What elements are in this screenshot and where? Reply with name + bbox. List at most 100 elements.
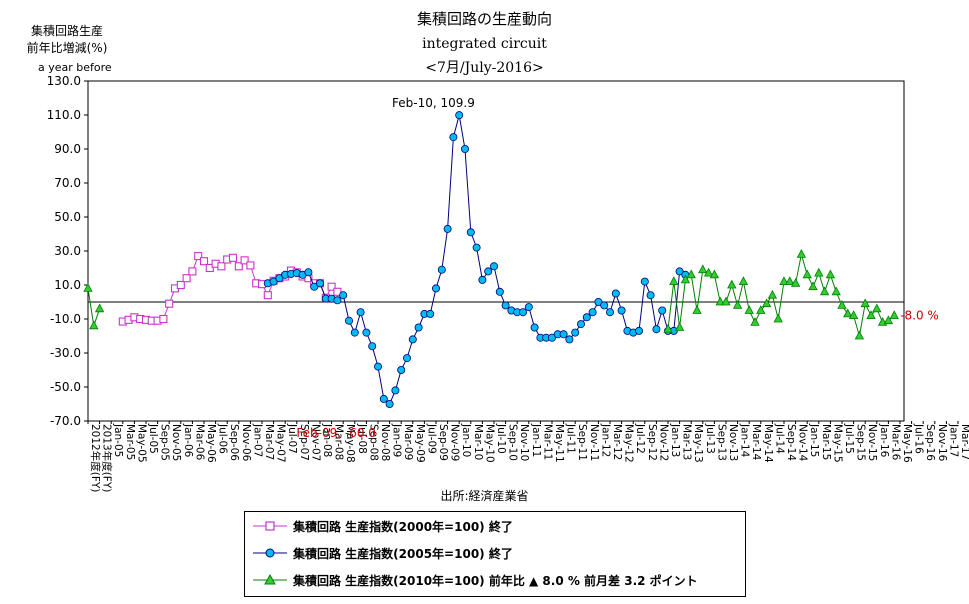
legend-item-2005: 集積回路 生産指数(2005年=100) 終了 [253, 543, 513, 563]
x-tick-label: Nov-15 [866, 424, 878, 461]
x-tick-label: Nov-05 [170, 424, 182, 461]
legend-marker-triangle [253, 573, 287, 585]
data-point-circle [489, 262, 498, 271]
x-tick-label: May-08 [344, 424, 356, 463]
y-tick-label: -50.0 [50, 380, 81, 394]
y-tick-label: 50.0 [54, 210, 81, 224]
chart-title: 集積回路の生産動向 [416, 10, 552, 28]
x-tick-label: May-14 [762, 424, 774, 463]
data-point-circle [484, 267, 493, 276]
data-point-triangle [843, 308, 853, 318]
x-tick-label: Jul-07 [286, 423, 298, 454]
x-tick-label: Mar-05 [124, 424, 136, 460]
data-point-triangle [674, 322, 685, 331]
data-point-circle [449, 133, 458, 142]
data-point-circle [582, 313, 591, 322]
data-point-circle [315, 279, 324, 288]
y-tick-label: -70.0 [50, 414, 81, 428]
data-point-triangle [825, 269, 836, 279]
data-point-triangle [866, 310, 876, 320]
x-tick-label: Nov-08 [379, 424, 391, 461]
data-point-circle [356, 308, 365, 317]
x-tick-label: Nov-12 [657, 424, 669, 461]
x-tick-label: Jul-08 [356, 423, 368, 454]
x-tick-label: Sep-14 [785, 424, 797, 461]
data-point-circle [495, 287, 504, 296]
data-point-circle [524, 303, 533, 312]
y-tick-label: -10.0 [50, 312, 81, 326]
data-point-circle [611, 289, 620, 298]
data-point-circle [414, 323, 423, 332]
data-point-circle [379, 394, 388, 403]
data-point-triangle [819, 286, 830, 296]
x-tick-label: Jan-16 [878, 423, 890, 458]
data-point-square [188, 267, 197, 276]
data-point-triangle [709, 269, 720, 279]
source-note: 出所:経済産業省 [440, 489, 529, 503]
annotation-trough: Feb-09, -60.0 [296, 426, 376, 440]
x-tick-label: Nov-10 [518, 424, 530, 461]
data-point-square [194, 252, 203, 261]
x-tick-label: Mar-11 [541, 424, 553, 460]
x-tick-label: May-07 [275, 424, 287, 463]
data-point-circle [385, 399, 394, 408]
x-tick-label: Sep-15 [855, 424, 867, 461]
data-point-triangle [889, 310, 899, 320]
data-point-square [246, 261, 255, 270]
x-tick-label: Jan-12 [599, 423, 611, 457]
data-point-circle [344, 316, 353, 325]
x-tick-label: Jul-12 [634, 423, 646, 454]
y-tick-label: 130.0 [47, 74, 81, 88]
data-point-triangle [790, 277, 801, 287]
chart-subtitle: integrated circuit [422, 36, 547, 52]
data-point-triangle [854, 330, 865, 340]
x-tick-label: Nov-06 [240, 424, 252, 462]
data-point-square [263, 291, 272, 300]
data-point-triangle [698, 264, 708, 274]
x-tick-label: Jan-05 [112, 423, 124, 457]
x-tick-label: Mar-09 [402, 424, 414, 460]
data-point-circle [443, 224, 452, 233]
data-point-square [182, 274, 191, 283]
y-tick-label: 70.0 [54, 176, 81, 190]
x-tick-label: Mar-07 [263, 424, 275, 460]
x-tick-label: Mar-14 [750, 424, 762, 461]
y-axis-label-line1: 集積回路生産 [30, 24, 103, 38]
data-point-square [199, 257, 209, 266]
data-point-circle [391, 386, 400, 395]
data-point-circle [304, 268, 313, 277]
data-point-triangle [767, 289, 778, 299]
x-tick-label: Nov-07 [309, 424, 321, 461]
x-tick-label: May-10 [483, 424, 495, 463]
data-point-circle [606, 308, 615, 317]
data-point-triangle [721, 296, 731, 306]
x-tick-label: May-06 [205, 424, 217, 463]
data-point-square [333, 287, 342, 296]
legend: 集積回路 生産指数(2000年=100) 終了 集積回路 生産指数(2005年=… [244, 511, 746, 597]
data-point-circle [455, 111, 464, 120]
x-tick-label: Jul-16 [913, 423, 925, 454]
data-point-circle [368, 342, 377, 351]
x-tick-label: Mar-13 [681, 424, 693, 460]
data-point-triangle [83, 283, 93, 292]
x-tick-label: Mar-10 [472, 424, 484, 460]
data-point-triangle [663, 323, 673, 333]
legend-item-2000: 集積回路 生産指数(2000年=100) 終了 [253, 516, 513, 536]
data-point-circle [501, 301, 510, 310]
data-point-circle [460, 144, 469, 153]
data-point-triangle [796, 249, 807, 258]
legend-label-2005: 集積回路 生産指数(2005年=100) 終了 [293, 546, 513, 561]
data-point-triangle [680, 274, 691, 284]
data-point-triangle [779, 276, 789, 286]
data-point-circle [565, 335, 574, 344]
y-axis-label-line3: a year before [38, 61, 112, 74]
data-point-circle [617, 306, 626, 315]
x-tick-label: Jan-09 [391, 423, 403, 457]
x-tick-label: May-15 [831, 424, 843, 463]
x-tick-label: May-11 [553, 424, 565, 463]
data-point-circle [275, 274, 284, 283]
data-point-triangle [802, 269, 812, 279]
data-point-circle [640, 277, 649, 286]
y-tick-label: 10.0 [54, 278, 81, 292]
